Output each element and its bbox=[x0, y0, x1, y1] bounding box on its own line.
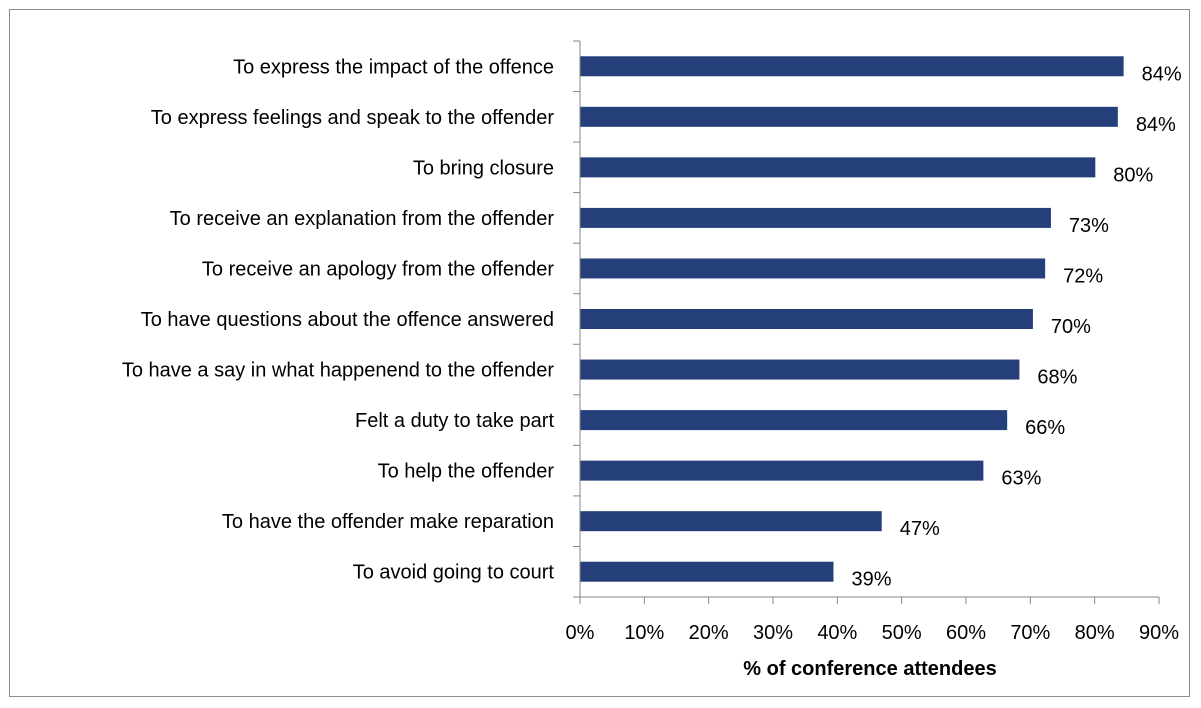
data-label: 72% bbox=[1063, 265, 1103, 287]
x-tick-label: 40% bbox=[817, 622, 857, 644]
category-label: To receive an apology from the offender bbox=[202, 258, 554, 280]
category-label: To have the offender make reparation bbox=[222, 511, 554, 533]
data-label: 80% bbox=[1113, 164, 1153, 186]
category-label: To receive an explanation from the offen… bbox=[170, 208, 555, 230]
bar bbox=[580, 460, 984, 481]
data-label: 70% bbox=[1051, 316, 1091, 338]
bar bbox=[580, 157, 1096, 178]
category-label: To help the offender bbox=[378, 461, 555, 483]
bar bbox=[580, 309, 1033, 329]
x-tick-label: 60% bbox=[946, 622, 986, 644]
bars-group bbox=[580, 56, 1124, 582]
category-label: To express feelings and speak to the off… bbox=[151, 107, 555, 129]
x-axis-title: % of conference attendees bbox=[743, 658, 996, 680]
x-tick-label: 20% bbox=[689, 622, 729, 644]
bar bbox=[580, 359, 1020, 380]
data-label: 68% bbox=[1037, 367, 1077, 389]
data-label: 84% bbox=[1136, 114, 1176, 136]
data-label: 66% bbox=[1025, 417, 1065, 439]
bar bbox=[580, 511, 882, 532]
data-label: 39% bbox=[851, 569, 891, 591]
data-label: 84% bbox=[1142, 63, 1182, 85]
x-tick-label: 0% bbox=[566, 622, 595, 644]
data-label: 63% bbox=[1001, 468, 1041, 490]
bar bbox=[580, 410, 1008, 431]
x-tick-label: 30% bbox=[753, 622, 793, 644]
x-tick-label: 70% bbox=[1010, 622, 1050, 644]
data-label: 47% bbox=[900, 518, 940, 540]
category-label: Felt a duty to take part bbox=[355, 410, 554, 432]
bar bbox=[580, 258, 1046, 279]
category-label: To have a say in what happenend to the o… bbox=[122, 360, 555, 382]
category-label: To express the impact of the offence bbox=[233, 56, 554, 78]
bar bbox=[580, 561, 834, 582]
bar bbox=[580, 106, 1118, 127]
x-tick-label: 10% bbox=[624, 622, 664, 644]
axes-group: To express the impact of the offence 84% T… bbox=[122, 40, 1182, 644]
data-label: 73% bbox=[1069, 215, 1109, 237]
bar bbox=[580, 207, 1051, 228]
x-tick-label: 90% bbox=[1139, 622, 1179, 644]
bar bbox=[580, 56, 1124, 77]
category-label: To have questions about the offence answ… bbox=[141, 309, 554, 331]
category-label: To avoid going to court bbox=[353, 562, 555, 584]
category-label: To bring closure bbox=[413, 157, 554, 179]
x-tick-label: 80% bbox=[1075, 622, 1115, 644]
x-tick-label: 50% bbox=[882, 622, 922, 644]
